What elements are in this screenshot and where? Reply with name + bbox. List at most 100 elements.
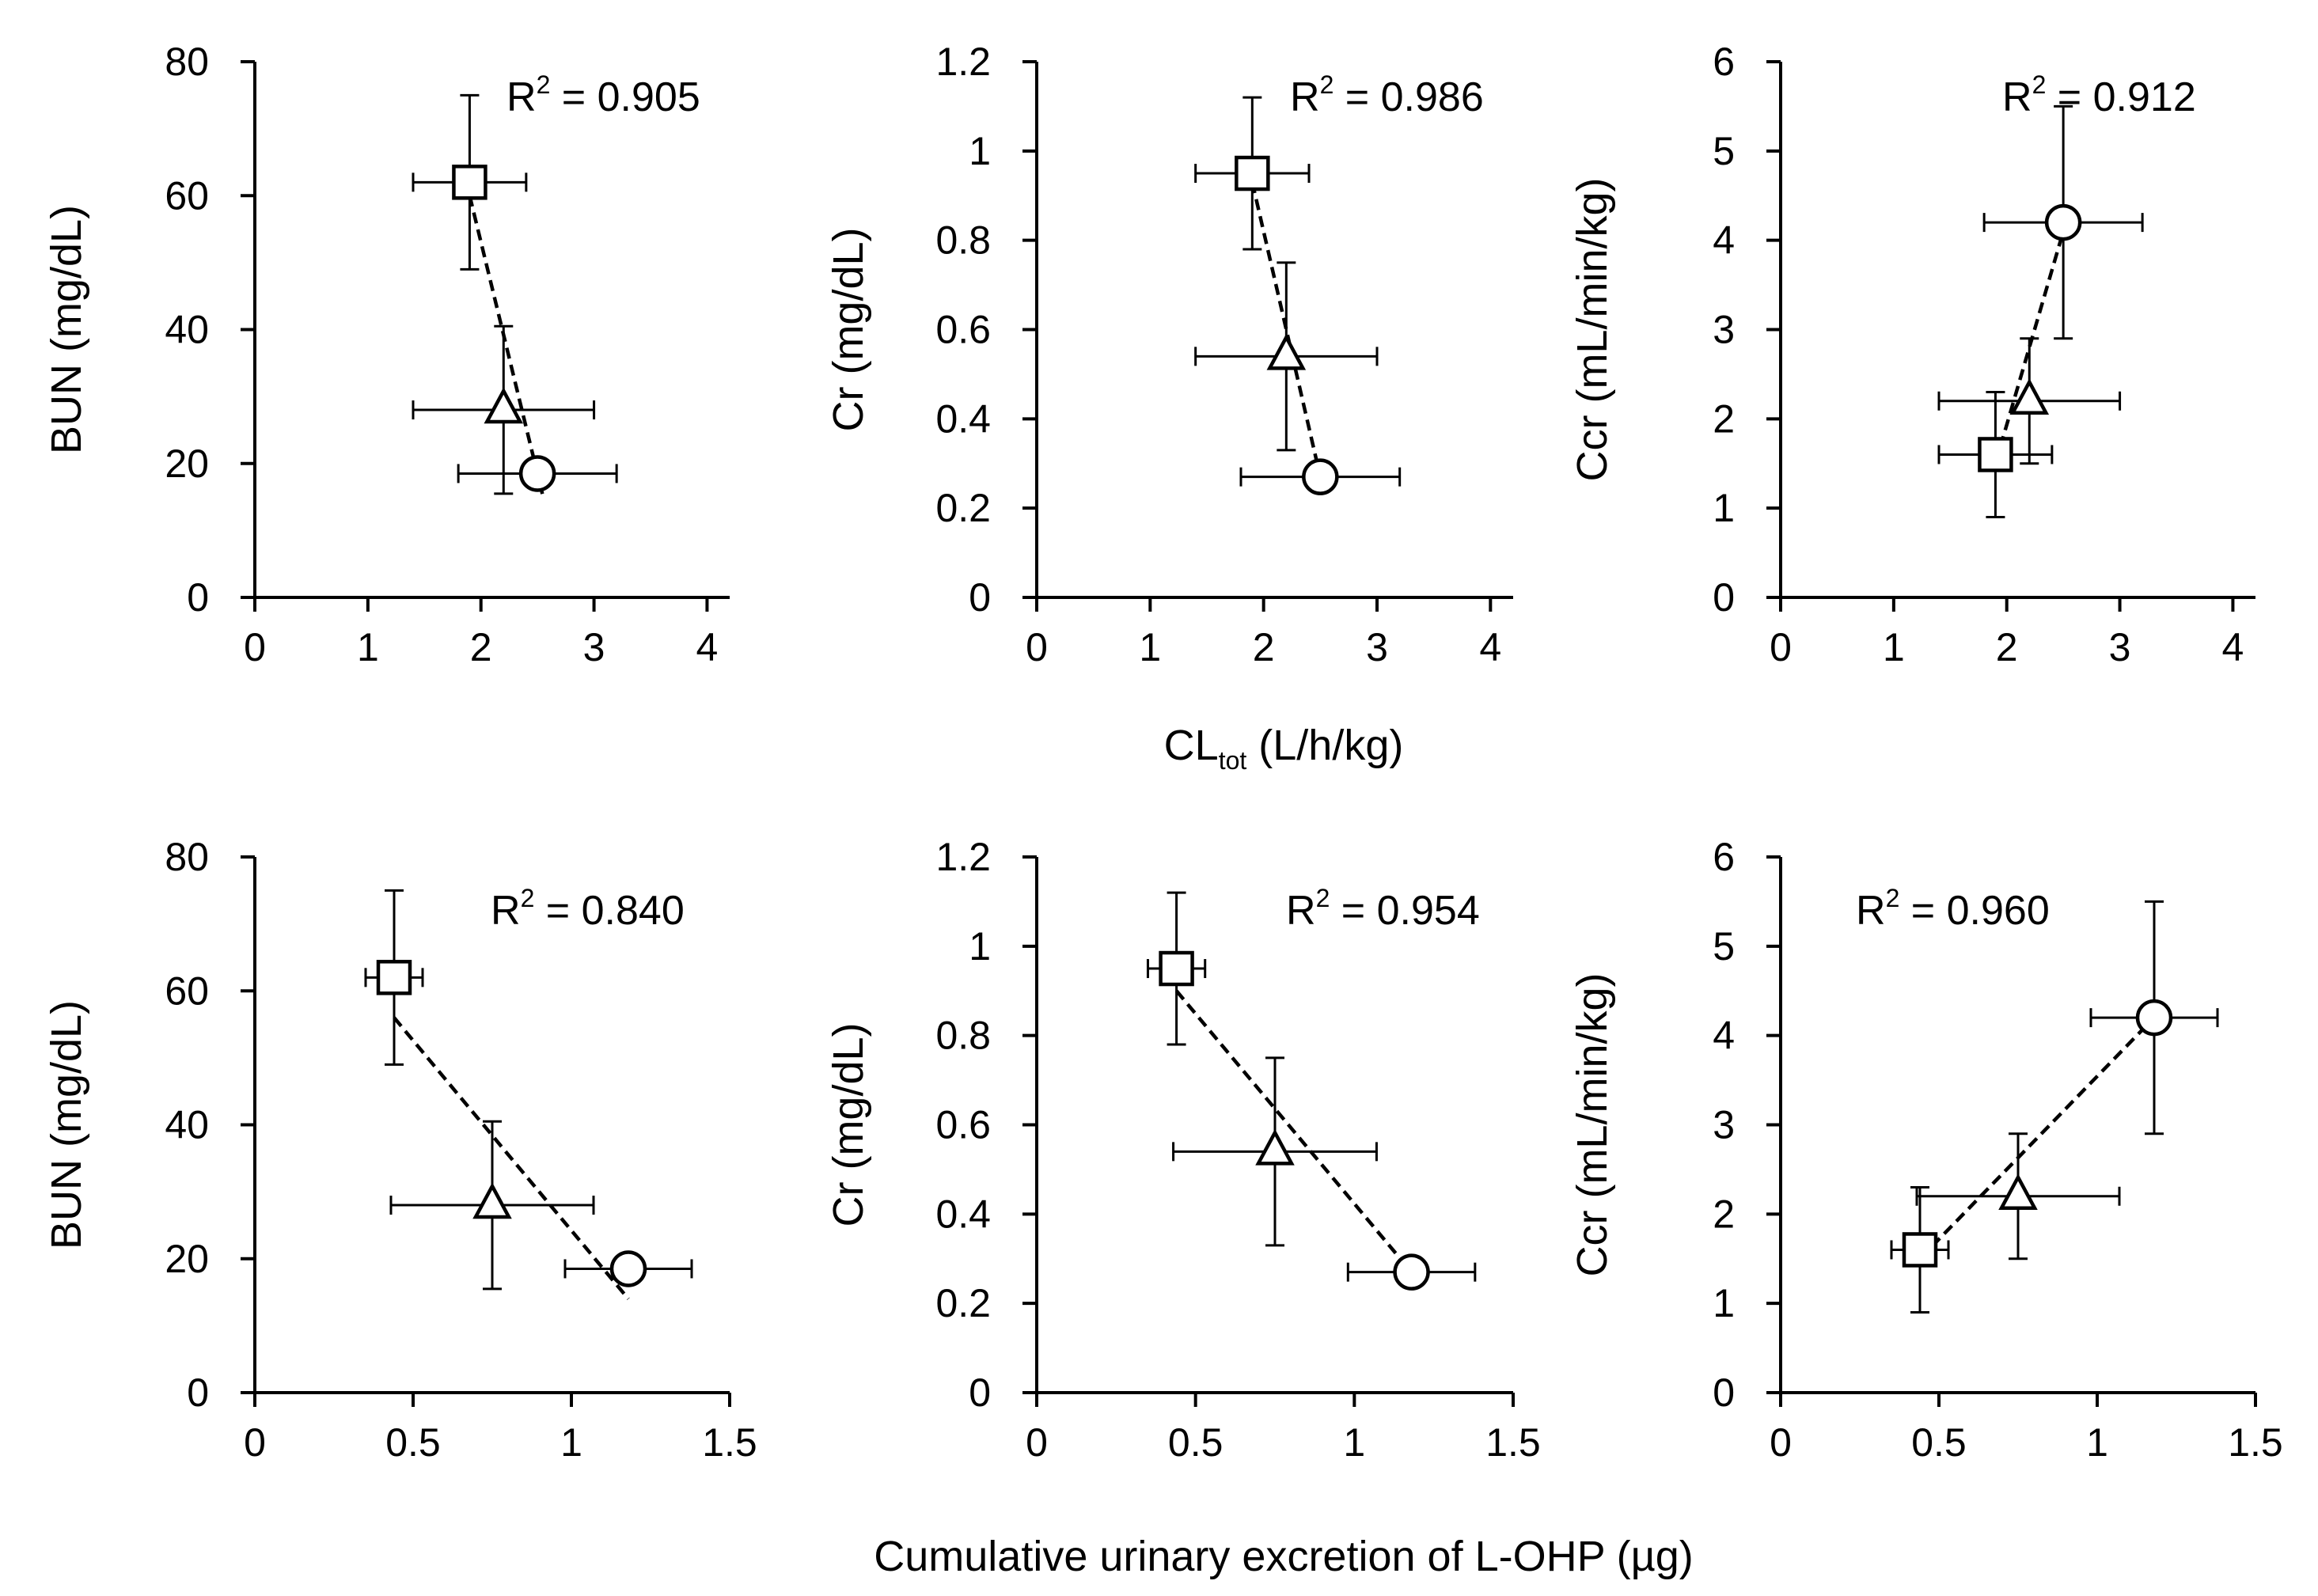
x-tick-label: 0: [1770, 625, 1792, 669]
panel-bottom-cr: 0 0.2 0.4 0.6 0.8 1 1.2 0 0.5 1 1.5 Cr (mg/dL) R2 = …: [825, 835, 1541, 1465]
x-tick-label: 0.5: [1168, 1420, 1223, 1465]
panel-bottom-ccr: 0 1 2 3 4 5 6 0 0.5 1 1.5 Ccr (mL/min/kg) R2 = 0.960: [1569, 835, 2283, 1465]
y-tick-label: 1: [1713, 1281, 1735, 1325]
y-tick-label: 4: [1713, 218, 1735, 263]
data-point-square: [1978, 437, 2013, 472]
y-axis-label: Cr (mg/dL): [825, 1022, 872, 1226]
y-tick-label: 2: [1713, 1192, 1735, 1236]
y-tick-label: 0.8: [935, 1014, 991, 1058]
data-point-circle: [1302, 458, 1339, 495]
x-tick-label: 0.5: [385, 1420, 441, 1465]
y-tick-label: 0.8: [935, 218, 991, 263]
x-tick-label: 3: [1366, 625, 1388, 669]
data-point-circle: [2135, 999, 2173, 1037]
data-point-triangle: [1998, 1173, 2038, 1211]
data-point-circle: [2044, 203, 2082, 241]
top-xaxis-label: CLtot (L/h/kg): [1164, 722, 1404, 775]
trend-line: [1994, 230, 2066, 464]
panel-top-ccr: 0 1 2 3 4 5 6 0 1 2 3 4 Ccr (mL/min/kg) R2 = 0.912: [1569, 40, 2255, 669]
x-tick-label: 0: [1026, 625, 1048, 669]
panel-top-cr: 0 0.2 0.4 0.6 0.8 1 1.2 0 1 2 3 4 Cr (mg/dL) R2 = 0.9…: [825, 40, 1513, 669]
r-squared-label: R2 = 0.905: [506, 70, 700, 120]
trend-line: [393, 1016, 630, 1300]
y-tick-label: 0: [969, 575, 991, 620]
y-tick-label: 40: [165, 308, 209, 352]
y-tick-label: 0: [1713, 1370, 1735, 1415]
x-tick-label: 0.5: [1911, 1420, 1967, 1465]
x-tick-label: 0: [1770, 1420, 1792, 1465]
x-tick-label: 1.5: [702, 1420, 757, 1465]
data-point-circle: [609, 1250, 647, 1287]
x-tick-label: 1: [1343, 1420, 1365, 1465]
y-tick-label: 2: [1713, 396, 1735, 441]
y-tick-label: 6: [1713, 40, 1735, 84]
y-tick-label: 1: [1713, 486, 1735, 530]
trend-line: [1250, 181, 1322, 478]
x-tick-label: 2: [470, 625, 492, 669]
x-tick-label: 1: [1883, 625, 1905, 669]
x-tick-label: 3: [583, 625, 605, 669]
trend-line: [468, 195, 545, 498]
data-point-triangle: [1255, 1128, 1295, 1166]
y-tick-label: 0: [1713, 575, 1735, 620]
y-tick-label: 40: [165, 1103, 209, 1147]
x-tick-label: 2: [1996, 625, 2018, 669]
x-tick-label: 1.5: [2228, 1420, 2283, 1465]
r-squared-label: R2 = 0.840: [491, 884, 685, 934]
y-tick-label: 0: [187, 1370, 209, 1415]
x-tick-label: 4: [696, 625, 719, 669]
y-axis-label: Ccr (mL/min/kg): [1569, 177, 1616, 481]
x-tick-label: 1: [357, 625, 379, 669]
data-point-triangle: [2009, 378, 2050, 415]
r-squared-label: R2 = 0.986: [1290, 70, 1484, 120]
y-tick-label: 1.2: [935, 835, 991, 879]
y-tick-label: 0.6: [935, 1103, 991, 1147]
y-axis-label: BUN (mg/dL): [43, 1000, 90, 1249]
data-point-triangle: [484, 387, 524, 424]
x-tick-label: 0: [244, 625, 266, 669]
data-point-square: [1159, 950, 1194, 987]
y-axis-label: BUN (mg/dL): [43, 205, 90, 454]
y-tick-label: 6: [1713, 835, 1735, 879]
y-tick-label: 80: [165, 40, 209, 84]
y-tick-label: 0.2: [935, 486, 991, 530]
x-tick-label: 1: [560, 1420, 582, 1465]
y-axis-label: Cr (mg/dL): [825, 227, 872, 431]
trend-line: [1918, 1016, 2156, 1260]
bottom-xaxis-label: Cumulative urinary excretion of L-OHP (µ…: [874, 1533, 1694, 1580]
y-tick-label: 0.4: [935, 1192, 991, 1236]
x-tick-label: 1: [1139, 625, 1161, 669]
data-point-square: [376, 960, 412, 995]
panel-bottom-bun: 0 20 40 60 80 0 0.5 1 1.5 BUN (mg/dL) R2 = 0.840: [43, 835, 757, 1465]
y-tick-label: 3: [1713, 308, 1735, 352]
x-tick-label: 2: [1253, 625, 1275, 669]
x-tick-label: 0: [244, 1420, 266, 1465]
y-tick-label: 4: [1713, 1014, 1735, 1058]
y-tick-label: 0.6: [935, 308, 991, 352]
data-point-circle: [1393, 1253, 1430, 1291]
data-point-triangle: [472, 1182, 512, 1219]
data-point-square: [1235, 155, 1270, 191]
r-squared-label: R2 = 0.954: [1286, 884, 1480, 934]
y-tick-label: 20: [165, 442, 209, 486]
y-tick-label: 5: [1713, 129, 1735, 173]
x-tick-label: 4: [2222, 625, 2244, 669]
y-tick-label: 80: [165, 835, 209, 879]
y-tick-label: 3: [1713, 1103, 1735, 1147]
y-tick-label: 1: [969, 924, 991, 969]
y-tick-label: 60: [165, 969, 209, 1013]
y-tick-label: 20: [165, 1237, 209, 1281]
data-point-circle: [518, 455, 556, 492]
y-tick-label: 0: [969, 1370, 991, 1415]
x-tick-label: 3: [2109, 625, 2131, 669]
x-tick-label: 4: [1479, 625, 1501, 669]
r-squared-label: R2 = 0.960: [1856, 884, 2050, 934]
panel-top-bun: 0 20 40 60 80 0 1 2 3 4 BUN (mg/dL) R2 = 0.905: [43, 40, 730, 669]
x-tick-label: 0: [1026, 1420, 1048, 1465]
x-tick-label: 1: [2086, 1420, 2108, 1465]
y-tick-label: 0.4: [935, 396, 991, 441]
y-tick-label: 5: [1713, 924, 1735, 969]
y-tick-label: 60: [165, 173, 209, 218]
y-tick-label: 1: [969, 129, 991, 173]
